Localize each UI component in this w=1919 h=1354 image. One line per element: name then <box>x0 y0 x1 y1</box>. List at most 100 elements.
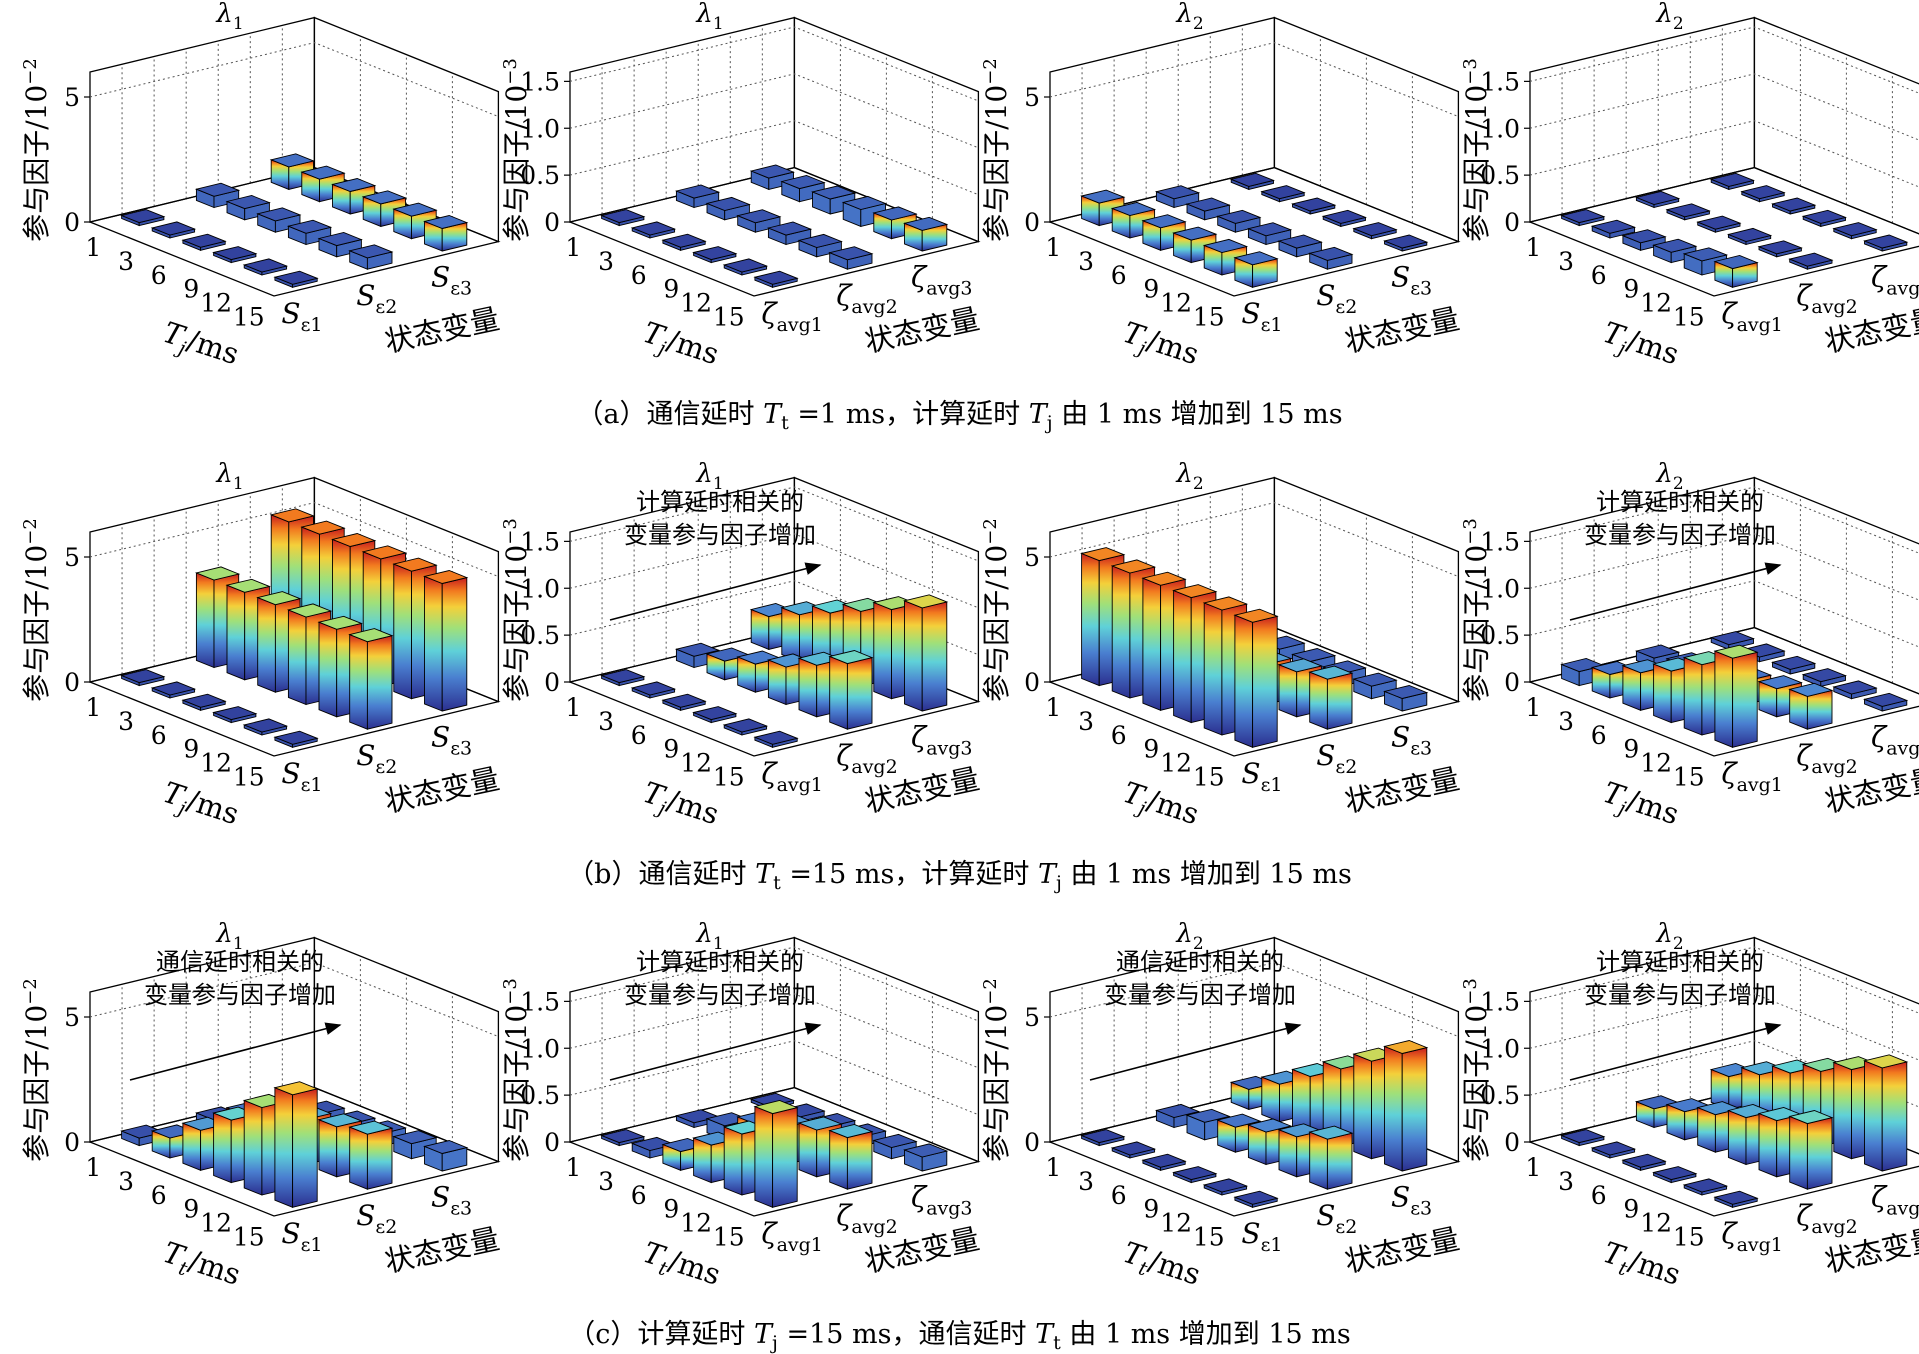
z-tick-label: 0 <box>64 208 80 237</box>
chart-bars <box>1080 172 1429 288</box>
bar <box>1383 685 1429 712</box>
chart-grid <box>1047 16 1461 297</box>
z-axis-label: 参与因子/10−2 <box>980 978 1013 1162</box>
bar-top <box>1757 675 1803 690</box>
bar-top <box>1154 185 1201 200</box>
bar <box>1665 203 1711 221</box>
annotation-text: 变量参与因子增加 <box>624 981 816 1009</box>
chart-title-subscript: 2 <box>1673 474 1684 494</box>
z-axis-label: 参与因子/10−2 <box>20 978 53 1162</box>
bar-side <box>1653 663 1672 724</box>
bar-top <box>273 270 319 285</box>
y-tick-label: 1 <box>1525 693 1541 722</box>
bar-front <box>1806 689 1833 730</box>
bar-side <box>1833 1061 1852 1160</box>
bar <box>674 1109 721 1129</box>
bar <box>1788 252 1834 270</box>
bar <box>705 196 751 221</box>
y-axis-label: Tt/ms <box>157 1235 244 1297</box>
annotation-text: 变量参与因子增加 <box>144 981 336 1009</box>
x-tick-label-subscript: ε3 <box>450 738 472 760</box>
y-tick-label: 9 <box>663 1195 679 1224</box>
y-tick-label: 12 <box>1640 749 1672 778</box>
floor <box>1527 166 1919 297</box>
z-axis-label: 参与因子/10−3 <box>1460 978 1493 1162</box>
bar <box>181 233 227 251</box>
x-tick-label: ζavg2 <box>836 1199 898 1238</box>
y-axis-label: Tj/ms <box>1117 775 1203 836</box>
bar <box>273 270 319 288</box>
caption-label: （b） <box>567 859 639 890</box>
annotation-text: 计算延时相关的 <box>1596 488 1764 516</box>
x-tick-label: ζavg3 <box>911 261 973 300</box>
y-tick-label: 9 <box>663 735 679 764</box>
y-tick-label: 6 <box>151 1181 167 1210</box>
bar-side <box>1278 664 1298 718</box>
x-tick-label: Sε2 <box>1316 279 1357 318</box>
chart-title: λ2 <box>1655 919 1683 954</box>
bar-top <box>181 233 227 248</box>
annotation-arrow <box>609 562 822 621</box>
bar-top <box>120 209 166 224</box>
bar-top <box>661 693 707 708</box>
bar <box>269 153 315 191</box>
bar <box>797 1116 843 1178</box>
bar <box>1726 227 1773 246</box>
bar-top <box>256 207 302 222</box>
x-tick-label: Sε2 <box>1316 739 1357 778</box>
y-tick-label: 6 <box>151 721 167 750</box>
bar-top <box>300 520 346 535</box>
bar-top <box>780 175 826 190</box>
bar-side <box>1142 577 1162 711</box>
bar-top <box>872 206 918 221</box>
chart-title-subscript: 1 <box>233 14 244 34</box>
z-tick-label: 5 <box>64 1003 80 1032</box>
grid-line <box>89 962 499 1038</box>
bar-top <box>1709 172 1755 187</box>
bar-top <box>286 603 333 618</box>
bar <box>225 195 271 221</box>
bar <box>1863 692 1909 712</box>
chart-title-subscript: 2 <box>1193 14 1204 34</box>
bar-top <box>828 650 874 665</box>
annotation-text: 计算延时相关的 <box>1596 948 1764 976</box>
annotation-arrow <box>1089 1022 1302 1081</box>
y-tick-label: 6 <box>631 261 647 290</box>
bar-side <box>195 572 215 669</box>
bar-top <box>1726 227 1773 242</box>
y-tick-label: 1 <box>1525 1153 1541 1182</box>
y-axis-label: Tj/ms <box>157 315 243 376</box>
bar-top <box>1682 1178 1729 1193</box>
y-axis-label: Tt/ms <box>1597 1235 1684 1297</box>
y-tick-label: 3 <box>118 247 134 276</box>
bar-top <box>753 270 799 285</box>
bar-side <box>1261 1076 1280 1123</box>
y-tick-label: 9 <box>183 735 199 764</box>
bar <box>828 246 874 270</box>
bar-side <box>723 1126 743 1196</box>
x-tick-label-subscript: avg3 <box>926 1198 972 1220</box>
y-tick-label: 6 <box>631 721 647 750</box>
chart-title-subscript: 2 <box>1193 934 1204 954</box>
chart-title: λ2 <box>1175 459 1203 494</box>
x-tick-label: ζavg3 <box>911 1181 973 1220</box>
y-tick-label: 3 <box>1078 1167 1094 1196</box>
chart-bars <box>1560 172 1909 288</box>
bar <box>1141 1153 1187 1171</box>
z-tick-label: 1.5 <box>1480 987 1520 1016</box>
floor <box>567 1086 981 1217</box>
bar-top <box>256 591 302 606</box>
x-tick-label-subscript: avg3 <box>926 278 972 300</box>
bar-top <box>1788 1110 1834 1125</box>
y-axis-label: Tj/ms <box>1117 315 1203 376</box>
x-tick-label-subscript: avg1 <box>1737 774 1783 796</box>
y-axis-label: Tj/ms <box>637 315 723 376</box>
z-axis-exponent: −2 <box>980 58 1001 85</box>
x-tick-label: ζavg1 <box>761 297 823 336</box>
bar <box>392 1130 438 1160</box>
x-tick-label-subscript: avg1 <box>777 774 823 796</box>
y-tick-label: 6 <box>1111 1181 1127 1210</box>
